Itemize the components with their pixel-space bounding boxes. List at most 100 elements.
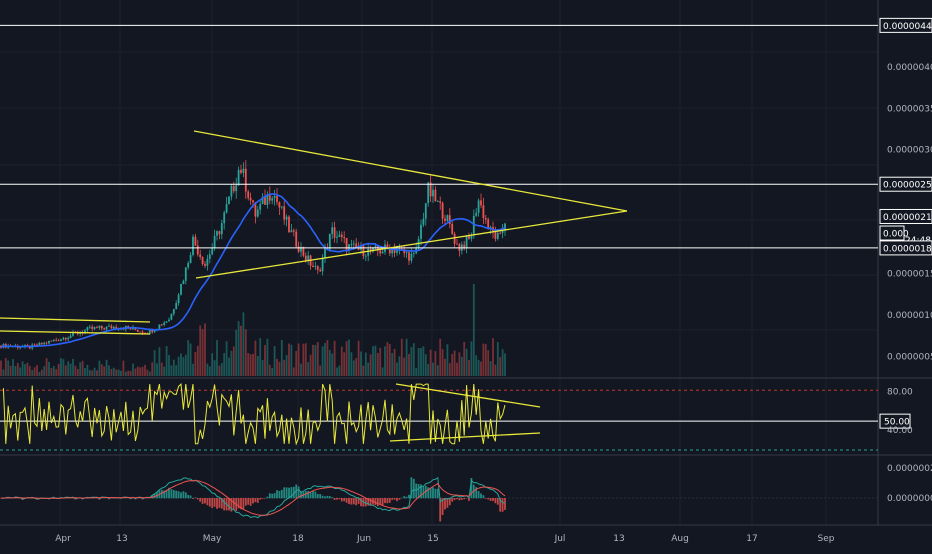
volume-bar: [221, 363, 223, 376]
time-axis-label: 15: [427, 534, 438, 544]
macd-hist-bar: [487, 498, 489, 499]
volume-bar: [89, 370, 91, 376]
price-label-text: 0.00000449: [883, 22, 932, 32]
candle-body: [111, 326, 113, 329]
volume-bar: [29, 366, 31, 376]
volume-bar: [46, 358, 48, 376]
candle-body: [63, 338, 65, 340]
macd-hist-bar: [209, 498, 211, 507]
macd-hist-bar: [319, 494, 321, 498]
volume-bar: [39, 372, 41, 376]
candle-body: [185, 267, 187, 280]
candle-body: [485, 218, 487, 220]
volume-bar: [264, 345, 266, 376]
volume-bar: [382, 367, 384, 376]
volume-bar: [171, 365, 173, 376]
volume-bar: [27, 363, 29, 376]
price-label-last: 0.00000218: [880, 209, 932, 223]
volume-bar: [31, 370, 33, 376]
candle-body: [168, 320, 170, 322]
volume-bar: [454, 351, 456, 376]
candle-body: [187, 263, 189, 267]
macd-hist-bar: [379, 498, 381, 504]
candle-body: [58, 340, 60, 341]
candle-body: [99, 326, 101, 328]
volume-bar: [5, 358, 7, 376]
volume-bar: [463, 342, 465, 376]
volume-bar: [319, 366, 321, 376]
volume-bar: [475, 355, 477, 376]
macd-hist-bar: [435, 489, 437, 498]
volume-bar: [365, 353, 367, 376]
macd-hist-bar: [257, 498, 259, 503]
price-tick-label: 0.00000100: [887, 311, 932, 321]
volume-bar: [34, 367, 36, 376]
volume-bar: [139, 367, 141, 376]
volume-bar: [355, 358, 357, 376]
volume-bar: [101, 364, 103, 376]
candle-body: [113, 327, 115, 328]
volume-bar: [303, 344, 305, 376]
macd-hist-bar: [223, 498, 225, 510]
volume-bar: [106, 360, 108, 376]
macd-hist-bar: [365, 498, 367, 506]
candle-body: [238, 170, 240, 185]
macd-hist-bar: [406, 497, 408, 499]
macd-hist-bar: [255, 498, 257, 502]
candle-body: [245, 169, 247, 192]
volume-bar: [216, 340, 218, 376]
volume-bar: [430, 350, 432, 376]
candle-body: [103, 328, 105, 329]
candle-body: [339, 235, 341, 237]
volume-bar: [149, 372, 151, 376]
volume-bar: [473, 284, 475, 376]
candle-body: [89, 327, 91, 328]
macd-hist-bar: [161, 490, 163, 498]
volume-bar: [36, 365, 38, 376]
volume-bar: [279, 362, 281, 376]
candle-body: [48, 341, 50, 344]
volume-bar: [43, 366, 45, 376]
volume-bar: [163, 367, 165, 376]
macd-hist-bar: [389, 498, 391, 503]
volume-bar: [63, 359, 65, 376]
macd-hist-bar: [204, 498, 206, 503]
candle-body: [264, 197, 266, 205]
macd-hist-bar: [171, 489, 173, 498]
price-tick-label: 0.00000400: [887, 63, 932, 73]
macd-hist-bar: [339, 498, 341, 499]
macd-hist-bar: [461, 498, 463, 500]
price-label-top: 0.00000449: [880, 18, 932, 32]
volume-bar: [427, 364, 429, 376]
candle-body: [379, 251, 381, 254]
candle-body: [192, 237, 194, 255]
volume-bar: [82, 361, 84, 376]
macd-tick-label: 0.00000020: [887, 464, 932, 474]
price-tick-label: 0.00000150: [887, 270, 932, 280]
candle-body: [221, 223, 223, 234]
volume-bar: [84, 368, 86, 376]
volume-bar: [19, 367, 21, 376]
candle-body: [293, 230, 295, 231]
volume-bar: [353, 360, 355, 376]
macd-hist-bar: [451, 498, 453, 502]
volume-bar: [401, 339, 403, 376]
macd-hist-bar: [286, 487, 288, 498]
candle-body: [94, 327, 96, 329]
candle-body: [447, 215, 449, 221]
volume-bar: [480, 362, 482, 376]
candle-body: [375, 246, 377, 247]
candle-body: [466, 236, 468, 248]
macd-hist-bar: [413, 479, 415, 498]
volume-bar: [348, 340, 350, 376]
volume-bar: [10, 366, 12, 376]
macd-hist-bar: [300, 492, 302, 499]
candle-body: [401, 248, 403, 249]
volume-bar: [449, 363, 451, 376]
volume-bar: [343, 352, 345, 376]
candle-body: [365, 256, 367, 257]
volume-bar: [490, 361, 492, 376]
macd-hist-bar: [283, 487, 285, 498]
volume-bar: [180, 353, 182, 376]
